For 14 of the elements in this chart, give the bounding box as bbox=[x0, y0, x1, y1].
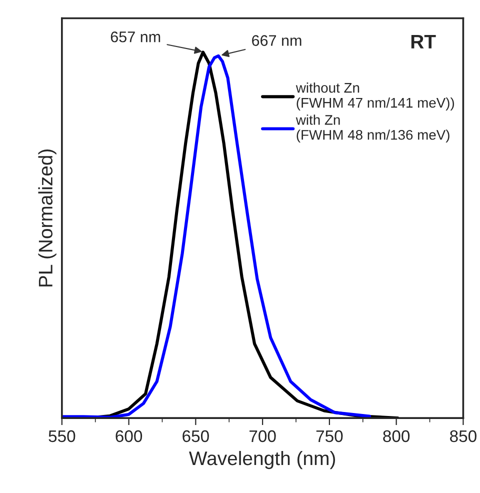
x-tick-label: 650 bbox=[182, 430, 209, 442]
x-tick-label: 850 bbox=[450, 430, 476, 442]
x-tick-label: 700 bbox=[250, 430, 276, 442]
legend-label: without Zn (FWHM 47 nm/141 meV)) bbox=[296, 82, 454, 110]
x-tick-label: 600 bbox=[116, 430, 142, 442]
annotation: 657 nm bbox=[110, 31, 160, 42]
x-tick-label: 550 bbox=[48, 430, 76, 442]
annotation: 667 nm bbox=[252, 35, 302, 46]
legend-label: with Zn (FWHM 48 nm/136 meV) bbox=[296, 114, 450, 143]
y-axis-title: PL (Normalized) bbox=[38, 149, 56, 286]
x-tick-label: 800 bbox=[383, 430, 410, 442]
text: RT bbox=[411, 34, 436, 48]
x-tick-label: 750 bbox=[316, 430, 343, 442]
x-axis-title: Wavelength (nm) bbox=[188, 450, 336, 470]
